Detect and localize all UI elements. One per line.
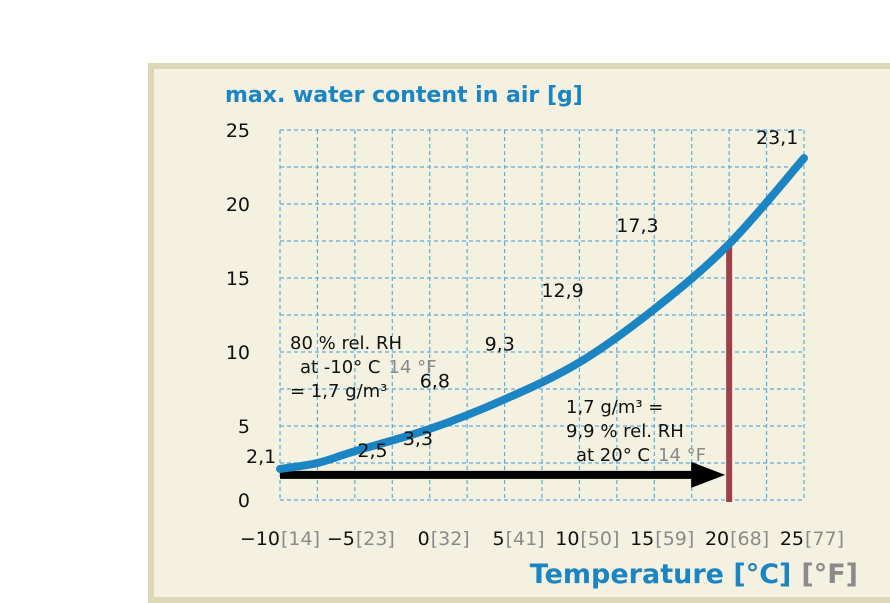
x-tick-label: 25[77] — [780, 528, 844, 550]
arrow-head — [691, 461, 726, 488]
water-content-curve — [276, 154, 808, 473]
annotation-text: 1,7 g/m³ = — [566, 397, 663, 418]
annotation-line: = 1,7 g/m³ — [290, 381, 387, 402]
x-axis-title-fahrenheit: [°F] — [801, 559, 858, 590]
annotation-text: at -10° C — [300, 357, 381, 378]
annotation-text: 9,9 % rel. RH — [566, 421, 684, 442]
annotation-fahrenheit: 14 °F — [658, 445, 706, 466]
markers — [280, 243, 733, 502]
x-tick-fahrenheit: [50] — [580, 528, 619, 550]
annotation-line: at -10° C 14 °F — [300, 357, 436, 378]
data-label: 6,8 — [420, 370, 450, 392]
x-tick-fahrenheit: [32] — [431, 528, 470, 550]
y-tick-label: 15 — [226, 268, 250, 290]
data-label: 23,1 — [756, 127, 798, 149]
x-tick-fahrenheit: [68] — [730, 528, 769, 550]
annotation-fahrenheit: 14 °F — [389, 357, 437, 378]
annotation-line: 1,7 g/m³ = — [566, 397, 663, 418]
annotation-text: 80 % rel. RH — [290, 333, 402, 354]
data-label: 9,3 — [485, 333, 515, 355]
data-label: 2,1 — [246, 446, 276, 468]
x-tick-fahrenheit: [41] — [506, 528, 545, 550]
x-tick-celsius: 15 — [630, 528, 654, 550]
x-tick-celsius: 10 — [555, 528, 579, 550]
x-tick-celsius: 5 — [492, 528, 504, 550]
x-tick-label: −5[23] — [327, 528, 395, 550]
x-tick-label: 20[68] — [705, 528, 769, 550]
x-tick-celsius: 25 — [780, 528, 804, 550]
data-label: 12,9 — [541, 280, 583, 302]
x-axis-title-celsius: Temperature [°C] — [530, 559, 792, 590]
annotation-line: 9,9 % rel. RH — [566, 421, 684, 442]
x-tick-fahrenheit: [77] — [805, 528, 844, 550]
data-label: 17,3 — [616, 215, 658, 237]
x-tick-label: 0[32] — [418, 528, 470, 550]
y-tick-label: 0 — [238, 490, 250, 512]
x-tick-celsius: 20 — [705, 528, 729, 550]
x-tick-celsius: −10 — [240, 528, 280, 550]
chart-title: max. water content in air [g] — [225, 83, 583, 108]
x-tick-fahrenheit: [59] — [655, 528, 694, 550]
x-tick-label: 15[59] — [630, 528, 694, 550]
x-tick-celsius: 0 — [418, 528, 430, 550]
curve — [276, 154, 808, 473]
x-tick-label: −10[14] — [240, 528, 320, 550]
data-labels: 2,1 2,5 3,3 6,8 9,3 12,9 17,3 23,1 — [246, 127, 798, 468]
data-label: 2,5 — [357, 440, 387, 462]
y-tick-label: 25 — [226, 120, 250, 142]
annotation-line: 80 % rel. RH — [290, 333, 402, 354]
x-tick-celsius: −5 — [327, 528, 355, 550]
annotation-text: at 20° C — [576, 445, 650, 466]
y-tick-label: 5 — [238, 416, 250, 438]
x-tick-label: 10[50] — [555, 528, 619, 550]
y-tick-label: 20 — [226, 194, 250, 216]
x-axis-title: Temperature [°C] [°F] — [530, 559, 858, 590]
x-tick-fahrenheit: [14] — [281, 528, 320, 550]
x-tick-fahrenheit: [23] — [356, 528, 395, 550]
annotation-line: at 20° C 14 °F — [576, 445, 706, 466]
y-tick-label: 10 — [226, 342, 250, 364]
annotation-text: = 1,7 g/m³ — [290, 381, 387, 402]
data-label: 3,3 — [403, 428, 433, 450]
x-tick-label: 5[41] — [492, 528, 544, 550]
